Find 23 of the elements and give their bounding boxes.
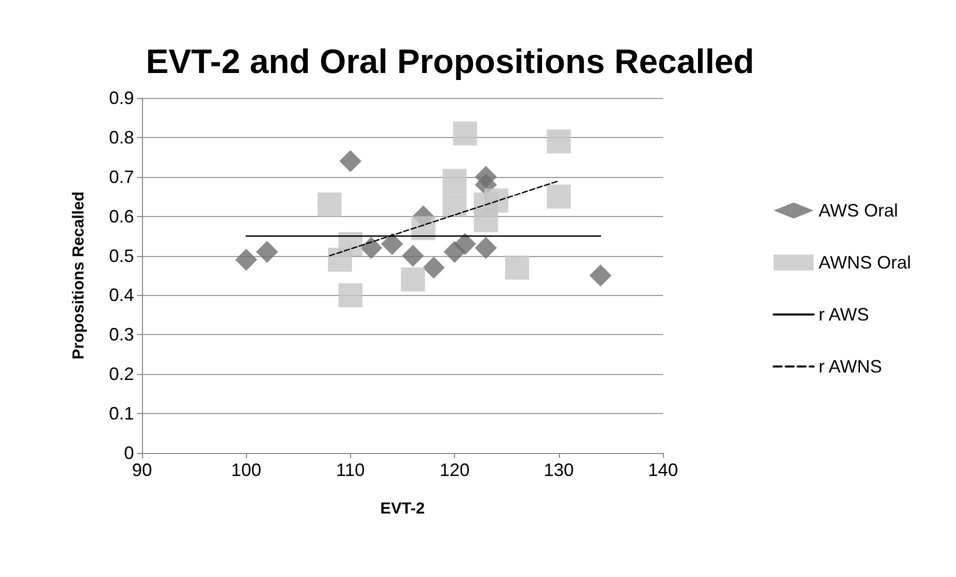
legend-label: r AWS xyxy=(818,304,870,324)
x-tick-label: 110 xyxy=(336,460,365,480)
x-axis-title: EVT-2 xyxy=(380,500,425,518)
y-tick-label: 0.9 xyxy=(108,88,134,108)
y-tick-label: 0.3 xyxy=(108,324,134,345)
y-axis-title: Propositions Recalled xyxy=(70,191,88,360)
x-tick-label: 130 xyxy=(544,460,574,480)
y-tick-label: 0.2 xyxy=(108,364,134,384)
y-tick-label: 0.4 xyxy=(108,285,134,306)
x-tick-label: 100 xyxy=(231,460,262,480)
legend-label: AWNS Oral xyxy=(818,252,912,272)
y-tick-label: 0.1 xyxy=(108,404,134,424)
y-tick-label: 0.5 xyxy=(108,246,134,266)
y-tick-label: 0.8 xyxy=(108,127,134,148)
x-tick-label: 90 xyxy=(132,460,152,480)
x-tick-label: 120 xyxy=(440,460,470,480)
legend-label: r AWNS xyxy=(818,356,882,376)
y-tick-label: 0.6 xyxy=(108,206,134,226)
y-tick-label: 0.7 xyxy=(108,166,134,187)
chart-title: EVT-2 and Oral Propositions Recalled xyxy=(146,43,754,81)
x-tick-label: 140 xyxy=(648,460,678,480)
legend-label: AWS Oral xyxy=(818,200,898,220)
y-tick-label: 0 xyxy=(124,443,134,463)
